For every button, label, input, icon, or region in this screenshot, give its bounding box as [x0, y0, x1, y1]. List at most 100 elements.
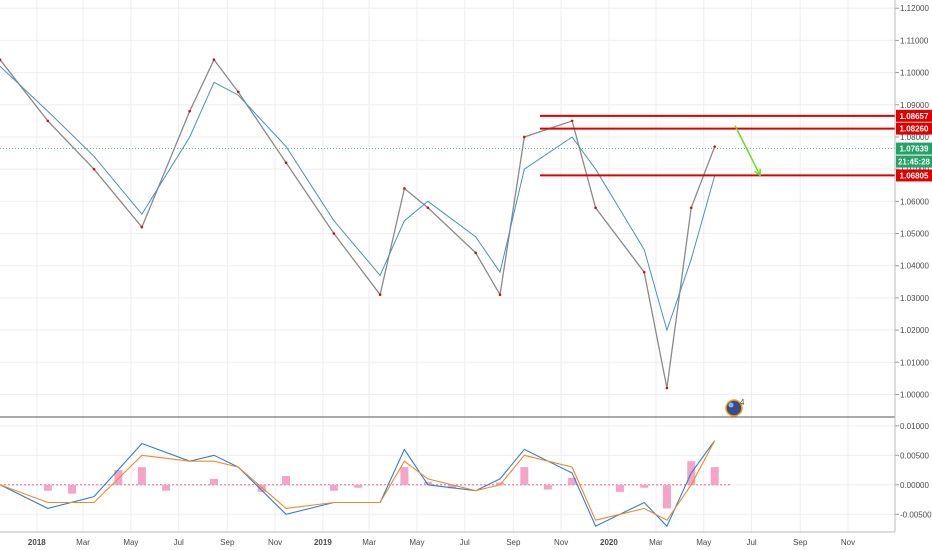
- indicator-line2[interactable]: [0, 440, 716, 521]
- price-point[interactable]: [332, 232, 336, 235]
- x-tick-label: Mar: [362, 538, 376, 547]
- indicator-panel[interactable]: [0, 440, 730, 528]
- level-price-label: 1.08657: [900, 112, 929, 121]
- x-tick-label: 2019: [314, 538, 332, 547]
- histogram-bar[interactable]: [496, 482, 505, 485]
- price-panel[interactable]: [0, 58, 895, 390]
- price-point[interactable]: [665, 386, 669, 390]
- price-point[interactable]: [426, 206, 430, 210]
- price-tick-label: 1.11000: [900, 36, 929, 45]
- level-price-tag: [896, 109, 932, 122]
- price-tick-label: 1.04000: [900, 262, 929, 271]
- indicator-tick-label: -0.00500: [900, 510, 932, 519]
- x-tick-label: Nov: [841, 538, 855, 547]
- level-price-label: 1.06805: [900, 171, 929, 180]
- countdown-tag: [896, 155, 932, 168]
- indicator-tick-label: 0.00500: [900, 451, 929, 460]
- price-tick-label: 1.03000: [900, 294, 929, 303]
- histogram-bar[interactable]: [615, 484, 624, 492]
- price-point[interactable]: [713, 145, 717, 148]
- price-point[interactable]: [212, 58, 216, 62]
- x-tick-label: Nov: [554, 538, 568, 547]
- histogram-bar[interactable]: [448, 484, 457, 489]
- histogram-bar[interactable]: [662, 484, 671, 509]
- price-point[interactable]: [92, 167, 96, 171]
- price-point[interactable]: [689, 206, 693, 210]
- price-point[interactable]: [378, 293, 382, 296]
- price-point[interactable]: [474, 251, 478, 255]
- x-tick-label: Sep: [506, 538, 521, 547]
- histogram-bar[interactable]: [114, 470, 123, 485]
- level-price-tag: [896, 169, 932, 182]
- x-tick-label: Sep: [793, 538, 808, 547]
- price-point[interactable]: [642, 270, 646, 274]
- projection-arrow-head: [754, 168, 761, 178]
- price-tick-label: 1.02000: [900, 326, 929, 335]
- level-price-tag: [896, 122, 932, 135]
- price-tick-label: 1.09000: [900, 101, 929, 110]
- price-tick-label: 1.10000: [900, 69, 929, 78]
- price-point[interactable]: [0, 58, 2, 62]
- histogram-bar[interactable]: [543, 484, 552, 490]
- indicator-tick-label: 0.00000: [900, 481, 929, 490]
- histogram-bar[interactable]: [640, 484, 649, 488]
- price-point[interactable]: [498, 293, 502, 296]
- histogram-bar[interactable]: [423, 481, 432, 485]
- price-point[interactable]: [523, 135, 526, 139]
- level-price-label: 1.08260: [900, 125, 929, 134]
- price-tick-label: 1.08000: [900, 133, 929, 142]
- grid-lines: [0, 0, 895, 532]
- x-tick-label: Jul: [174, 538, 184, 547]
- price-tick-label: 1.00000: [900, 390, 929, 399]
- x-tick-label: 2020: [600, 538, 618, 547]
- current-price-tag: [896, 142, 932, 155]
- histogram-bar[interactable]: [520, 467, 529, 485]
- indicator-tick-label: 0.01000: [900, 422, 929, 431]
- histogram-bar[interactable]: [568, 477, 577, 485]
- globe-avatar-highlight: [728, 402, 734, 408]
- countdown-label: 21:45:28: [898, 158, 931, 167]
- x-tick-label: May: [409, 538, 424, 547]
- x-tick-label: May: [696, 538, 711, 547]
- price-point[interactable]: [236, 90, 240, 94]
- x-tick-label: May: [123, 538, 138, 547]
- x-tick-label: Jul: [746, 538, 756, 547]
- price-point[interactable]: [46, 119, 50, 123]
- histogram-bar[interactable]: [329, 484, 338, 491]
- histogram-bar[interactable]: [257, 484, 266, 492]
- histogram-bar[interactable]: [354, 484, 363, 488]
- price-tick-label: 1.06000: [900, 197, 929, 206]
- histogram-bar[interactable]: [68, 484, 77, 494]
- x-tick-label: Mar: [76, 538, 90, 547]
- histogram-bar[interactable]: [710, 467, 719, 485]
- price-tick-label: 1.01000: [900, 358, 929, 367]
- x-tick-label: Nov: [268, 538, 282, 547]
- x-tick-label: Sep: [220, 538, 235, 547]
- price-point[interactable]: [594, 206, 597, 210]
- x-tick-label: Mar: [649, 538, 663, 547]
- avatar-badge-count: 4: [740, 398, 745, 407]
- histogram-bar[interactable]: [43, 484, 52, 491]
- moving-average-line[interactable]: [0, 65, 716, 332]
- histogram-bar[interactable]: [137, 467, 146, 485]
- projection-arrow[interactable]: [734, 125, 761, 176]
- avatar-badge[interactable]: 4: [725, 398, 745, 417]
- price-point[interactable]: [140, 225, 144, 229]
- x-tick-label: 2018: [28, 538, 46, 547]
- price-tick-label: 1.05000: [900, 230, 929, 239]
- histogram-bar[interactable]: [400, 467, 409, 485]
- histogram-bar[interactable]: [209, 478, 218, 485]
- price-point[interactable]: [188, 109, 191, 113]
- price-tick-label: 1.12000: [900, 4, 929, 13]
- histogram-bar[interactable]: [162, 484, 171, 491]
- price-point[interactable]: [403, 187, 406, 190]
- histogram-bar[interactable]: [282, 475, 291, 485]
- price-point[interactable]: [570, 119, 574, 123]
- price-point[interactable]: [284, 161, 288, 165]
- current-price-label: 1.07639: [900, 145, 929, 154]
- price-line[interactable]: [0, 58, 716, 389]
- indicator-line1[interactable]: [0, 440, 716, 528]
- x-tick-label: Jul: [460, 538, 470, 547]
